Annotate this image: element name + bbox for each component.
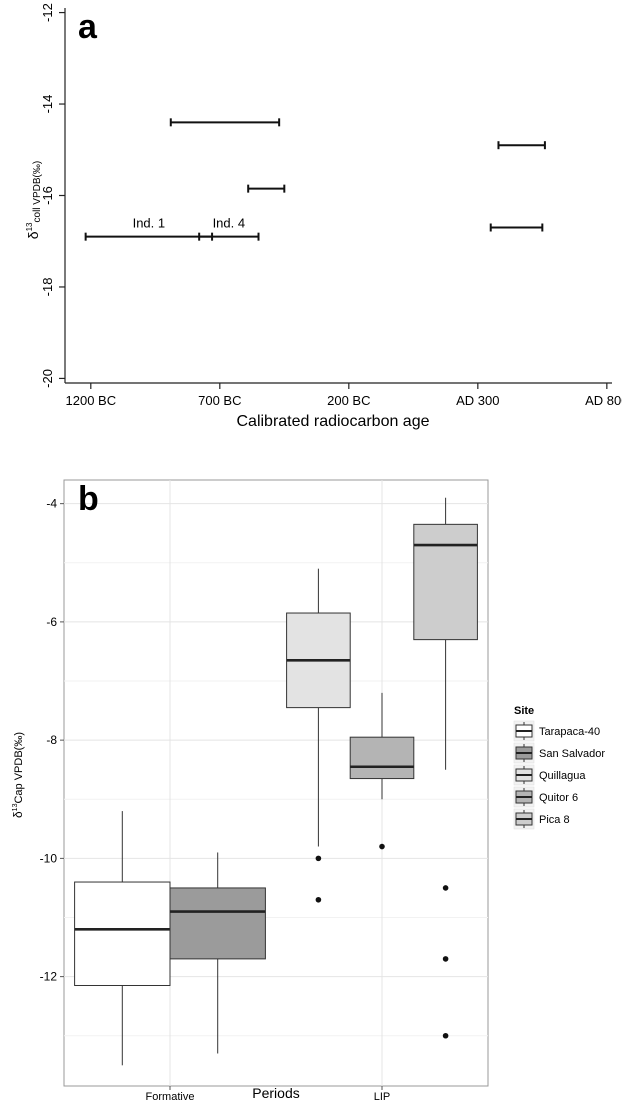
panel-b-grid: [64, 480, 488, 1086]
outlier-point: [379, 843, 385, 850]
panel-a-y-tick-label: -18: [40, 278, 55, 297]
panel-a-y-tick-label: -14: [40, 95, 55, 114]
panel-b-y-tick-label: -4: [46, 497, 57, 511]
panel-b-y-tick-label: -8: [46, 733, 57, 747]
panel-b-x-axis-title: Periods: [252, 1085, 299, 1100]
panel-b-x-tick-label: LIP: [374, 1091, 391, 1100]
panel-a-x-tick-label: 700 BC: [198, 393, 241, 408]
panel-a-x-tick-label: 200 BC: [327, 393, 370, 408]
box-quillagua: [286, 568, 351, 903]
box-pica-8: [413, 497, 478, 1039]
interval-bar: [247, 184, 286, 193]
panel-a-y-tick-label: -16: [40, 186, 55, 205]
box-iqr: [349, 736, 415, 780]
panel-b-y-title-sub: Cap VPDB(‰): [13, 732, 25, 804]
panel-b-y-tick-label: -6: [46, 615, 57, 629]
interval-bar: [497, 141, 546, 150]
panel-a-y-axis-title: δ13coll VPDB(‰): [25, 161, 43, 239]
legend-label: Tarapaca-40: [539, 726, 600, 738]
panel-a-x-ticks: 1200 BC 700 BC 200 BC AD 300 AD 800: [66, 383, 622, 408]
panel-a-x-axis-title: Calibrated radiocarbon age: [236, 413, 429, 430]
outlier-point: [442, 885, 449, 891]
panel-b-y-title-main: δ: [11, 811, 25, 818]
panel-a-y-ticks: -12 -14 -16 -18 -20: [40, 3, 65, 388]
outlier-point: [442, 956, 449, 962]
panel-b-y-ticks: -4 -6 -8 -10 -12: [40, 497, 64, 984]
legend-label: Pica 8: [539, 814, 570, 826]
interval-label: Ind. 1: [133, 216, 166, 231]
panel-a-y-title-sup: 13: [25, 222, 34, 231]
box-san-salvador: [169, 852, 266, 1054]
interval-bar: [489, 223, 544, 232]
box-tarapaca-40: [74, 811, 171, 1066]
interval-label: Ind. 4: [213, 216, 246, 231]
legend-label: Quillagua: [539, 770, 586, 782]
panel-a: a -12 -14 -16 -18 -20 1200 BC 700 BC 200 BC AD …: [25, 3, 622, 430]
panel-b-y-title-sup: 13: [12, 803, 19, 811]
box-iqr: [413, 523, 478, 641]
legend-item: Quitor 6: [513, 786, 578, 808]
panel-a-x-tick-label: AD 300: [456, 393, 499, 408]
legend-label: San Salvador: [539, 748, 605, 760]
panel-b-x-tick-label: Formative: [146, 1091, 195, 1100]
panel-a-intervals: Ind. 1 Ind. 4: [84, 118, 546, 241]
panel-a-y-title-main: δ: [25, 231, 41, 239]
interval-bar: [169, 118, 281, 127]
panel-b-y-axis-title: δ13Cap VPDB(‰): [11, 732, 25, 818]
legend-item: Tarapaca-40: [513, 720, 600, 742]
outlier-point: [315, 896, 322, 903]
panel-a-x-tick-label: 1200 BC: [66, 393, 117, 408]
panel-b-x-ticks: Formative LIP: [146, 1086, 391, 1100]
panel-a-label: a: [78, 8, 98, 46]
legend-key: [513, 720, 535, 742]
legend-key: [513, 764, 535, 786]
panel-b-y-tick-label: -10: [40, 851, 58, 865]
panel-a-x-tick-label: AD 800: [585, 393, 622, 408]
panel-b-legend: Site Tarapaca-40 San Salvador Quillagua Qui…: [512, 697, 622, 838]
interval-bar: Ind. 1: [84, 216, 214, 241]
panel-b-label: b: [78, 480, 99, 518]
panel-b-boxes: [74, 497, 478, 1066]
legend-key: [513, 742, 535, 764]
panel-a-y-tick-label: -20: [40, 369, 55, 388]
panel-a-y-tick-label: -12: [40, 3, 55, 22]
panel-a-y-title-sub: coll VPDB(‰): [32, 161, 43, 223]
panel-b: b -4 -6 -8 -10 -12 Formative LIP Periods δ13C…: [11, 479, 622, 1100]
box-quitor-6: [349, 692, 415, 850]
legend-item: Pica 8: [513, 808, 570, 830]
legend-title: Site: [514, 705, 534, 717]
legend-key: [513, 808, 535, 830]
interval-bar: Ind. 4: [198, 216, 260, 241]
box-iqr: [74, 881, 171, 986]
legend-label: Quitor 6: [539, 792, 578, 804]
outlier-point: [315, 855, 322, 862]
legend-key: [513, 786, 535, 808]
panel-b-y-tick-label: -12: [40, 970, 58, 984]
outlier-point: [442, 1032, 449, 1039]
legend-item: San Salvador: [513, 742, 605, 764]
box-iqr: [169, 887, 266, 960]
legend-item: Quillagua: [513, 764, 586, 786]
